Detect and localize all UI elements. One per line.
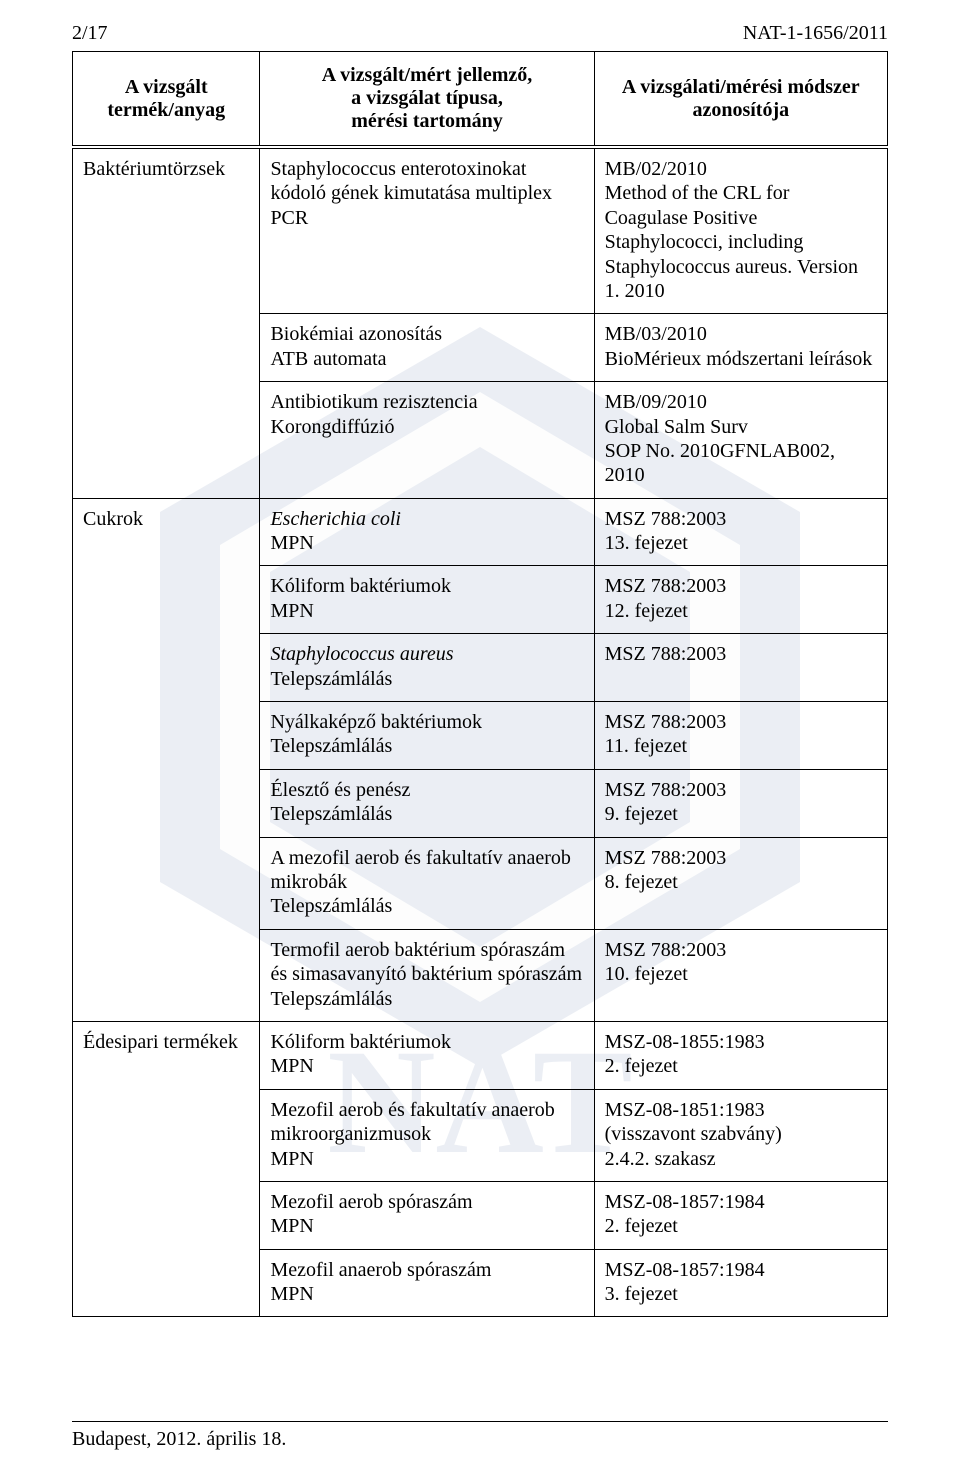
cell-method: Mezofil aerob és fakultatív anaerob mikr… — [260, 1089, 594, 1181]
table-row: BaktériumtörzsekStaphylococcus enterotox… — [73, 147, 888, 314]
cell-method: Termofil aerob baktérium spóraszám és si… — [260, 929, 594, 1021]
cell-method: Mezofil aerob spóraszámMPN — [260, 1181, 594, 1249]
cell-method: Escherichia coliMPN — [260, 498, 594, 566]
col-header-product: A vizsgált termék/anyag — [73, 52, 260, 148]
table-row: Édesipari termékekKóliform baktériumokMP… — [73, 1021, 888, 1089]
cell-standard-id: MSZ 788:20038. fejezet — [594, 837, 887, 929]
cell-standard-id: MSZ-08-1851:1983(visszavont szabvány)2.4… — [594, 1089, 887, 1181]
document-id: NAT-1-1656/2011 — [743, 22, 888, 45]
cell-standard-id: MB/02/2010Method of the CRL for Coagulas… — [594, 147, 887, 314]
footer-text: Budapest, 2012. április 18. — [72, 1428, 286, 1450]
table-row: CukrokEscherichia coliMPNMSZ 788:200313.… — [73, 498, 888, 566]
cell-method: Staphylococcus aureusTelepszámlálás — [260, 634, 594, 702]
cell-standard-id: MB/09/2010Global Salm SurvSOP No. 2010GF… — [594, 382, 887, 499]
cell-method: Staphylococcus enterotoxinokat kódoló gé… — [260, 147, 594, 314]
cell-method: Élesztő és penészTelepszámlálás — [260, 769, 594, 837]
cell-standard-id: MSZ 788:200313. fejezet — [594, 498, 887, 566]
cell-standard-id: MSZ 788:2003 — [594, 634, 887, 702]
cell-product: Cukrok — [73, 498, 260, 1021]
cell-standard-id: MSZ-08-1857:19843. fejezet — [594, 1249, 887, 1317]
cell-method: A mezofil aerob és fakultatív anaerob mi… — [260, 837, 594, 929]
cell-product: Édesipari termékek — [73, 1021, 260, 1317]
cell-standard-id: MSZ-08-1857:19842. fejezet — [594, 1181, 887, 1249]
cell-standard-id: MSZ 788:200312. fejezet — [594, 566, 887, 634]
cell-method: Kóliform baktériumokMPN — [260, 1021, 594, 1089]
page-number: 2/17 — [72, 22, 108, 45]
cell-standard-id: MSZ 788:200311. fejezet — [594, 702, 887, 770]
cell-method: Mezofil anaerob spóraszámMPN — [260, 1249, 594, 1317]
cell-product: Baktériumtörzsek — [73, 147, 260, 498]
cell-standard-id: MSZ-08-1855:19832. fejezet — [594, 1021, 887, 1089]
cell-standard-id: MB/03/2010BioMérieux módszertani leíráso… — [594, 314, 887, 382]
cell-method: Kóliform baktériumokMPN — [260, 566, 594, 634]
col-header-stdid: A vizsgálati/mérési módszerazonosítója — [594, 52, 887, 148]
col-header-method: A vizsgált/mért jellemző,a vizsgálat típ… — [260, 52, 594, 148]
cell-standard-id: MSZ 788:200310. fejezet — [594, 929, 887, 1021]
cell-method: Nyálkaképző baktériumokTelepszámlálás — [260, 702, 594, 770]
cell-standard-id: MSZ 788:20039. fejezet — [594, 769, 887, 837]
standards-table: A vizsgált termék/anyag A vizsgált/mért … — [72, 51, 888, 1317]
page-header: 2/17 NAT-1-1656/2011 — [72, 22, 888, 45]
cell-method: Biokémiai azonosításATB automata — [260, 314, 594, 382]
cell-method: Antibiotikum rezisztenciaKorongdiffúzió — [260, 382, 594, 499]
table-header-row: A vizsgált termék/anyag A vizsgált/mért … — [73, 52, 888, 148]
page-footer: Budapest, 2012. április 18. — [72, 1421, 888, 1451]
